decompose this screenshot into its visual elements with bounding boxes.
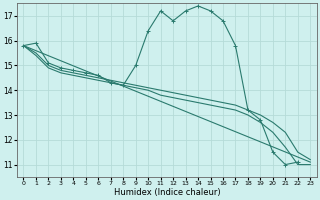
X-axis label: Humidex (Indice chaleur): Humidex (Indice chaleur)	[114, 188, 220, 197]
